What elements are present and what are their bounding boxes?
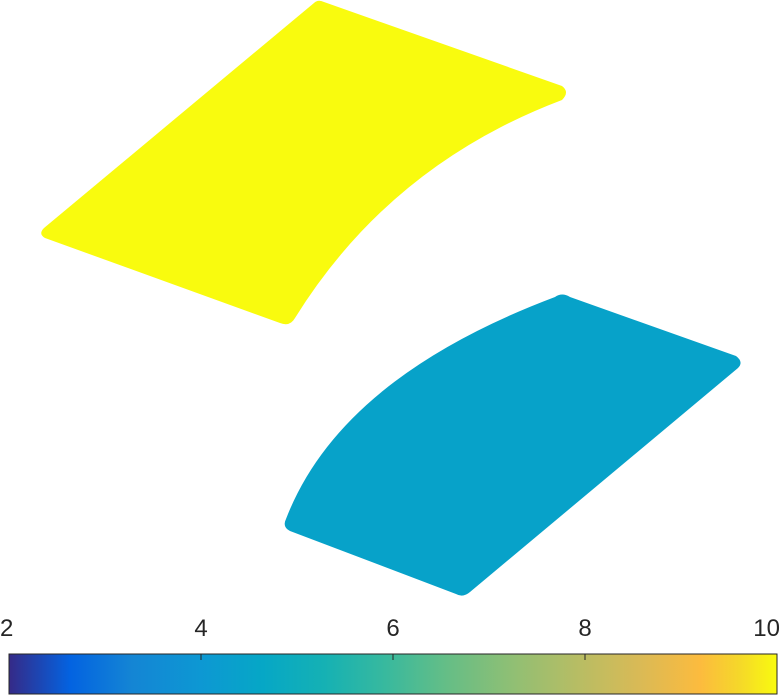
colorbar-ticks: [8, 654, 778, 660]
patch-lower-teal: [284, 294, 741, 596]
colorbar-tick-label: 4: [194, 615, 207, 642]
colorbar-gradient: [8, 653, 778, 695]
plot-area: [41, 0, 741, 596]
colorbar-tick-labels: 2 4 6 8 10: [0, 615, 780, 642]
colorbar: 2 4 6 8 10: [0, 615, 780, 695]
colorbar-tick-label: 6: [386, 615, 399, 642]
colorbar-tick-label: 8: [578, 615, 591, 642]
patch-upper-yellow: [41, 0, 566, 325]
colorbar-tick-label: 2: [0, 615, 13, 642]
colorbar-tick-label: 10: [753, 615, 780, 642]
